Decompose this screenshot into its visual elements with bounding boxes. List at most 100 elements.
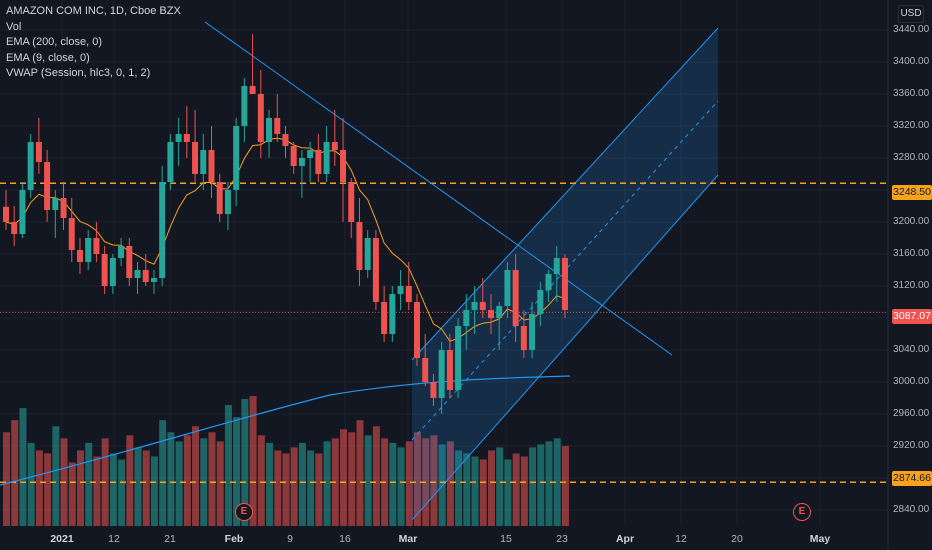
volume-bar bbox=[134, 447, 142, 526]
volume-bar bbox=[356, 420, 364, 526]
legend-ema200[interactable]: EMA (200, close, 0) bbox=[6, 36, 102, 48]
downtrend-line bbox=[204, 21, 673, 356]
candle-body bbox=[44, 162, 51, 210]
candle-body bbox=[101, 254, 108, 286]
candle-body bbox=[315, 150, 322, 174]
candle-body bbox=[553, 258, 560, 274]
candle-body bbox=[479, 302, 486, 310]
volume-bar bbox=[487, 450, 495, 526]
price-tick-label: 2840.00 bbox=[893, 504, 930, 515]
volume-bar bbox=[340, 429, 348, 526]
candle-body bbox=[76, 250, 83, 262]
candle-body bbox=[529, 314, 536, 350]
candle-body bbox=[200, 150, 207, 174]
candle-body bbox=[487, 310, 494, 318]
volume-bar bbox=[27, 442, 35, 526]
candle-body bbox=[118, 246, 125, 258]
volume-bar bbox=[93, 456, 101, 526]
candle-body bbox=[109, 258, 116, 286]
candle-body bbox=[561, 258, 568, 310]
currency-button[interactable]: USD bbox=[898, 5, 924, 23]
volume-bar bbox=[397, 447, 405, 526]
candle-body bbox=[438, 350, 445, 398]
candle-body bbox=[266, 118, 273, 142]
candle-body bbox=[241, 86, 248, 126]
candle-body bbox=[414, 302, 420, 358]
time-tick-label: Feb bbox=[224, 533, 244, 545]
volume-bar bbox=[455, 450, 463, 526]
candle-body bbox=[19, 190, 26, 234]
price-tick-label: 3400.00 bbox=[893, 56, 930, 67]
candle-body bbox=[257, 94, 264, 142]
volume-bar bbox=[405, 441, 413, 526]
candle-body bbox=[85, 238, 92, 262]
volume-bar bbox=[109, 453, 117, 526]
candle-body bbox=[249, 86, 256, 94]
legend-vol[interactable]: Vol bbox=[6, 20, 22, 33]
legend-ema9[interactable]: EMA (9, close, 0) bbox=[6, 51, 90, 64]
price-tick-label: 3440.00 bbox=[893, 24, 930, 35]
volume-bar bbox=[504, 459, 512, 526]
volume-bar bbox=[35, 450, 43, 526]
volume-bar bbox=[438, 444, 446, 526]
candle-body bbox=[142, 270, 149, 282]
candle-body bbox=[422, 358, 429, 382]
volume-bar bbox=[512, 453, 520, 526]
earnings-badge[interactable]: E bbox=[235, 503, 253, 521]
volume-bar bbox=[249, 396, 257, 526]
time-tick-label: 23 bbox=[556, 533, 568, 545]
candle-body bbox=[307, 150, 314, 158]
time-tick-label: 9 bbox=[287, 533, 293, 545]
time-tick-label: 21 bbox=[164, 533, 176, 545]
candle-body bbox=[389, 294, 396, 334]
earnings-badge-upcoming[interactable]: E bbox=[793, 503, 811, 521]
candle-body bbox=[537, 290, 544, 314]
time-tick-label: May bbox=[809, 533, 831, 545]
price-tick-label: 3120.00 bbox=[893, 280, 930, 291]
volume-bar bbox=[479, 459, 487, 526]
candle-body bbox=[512, 270, 519, 326]
volume-bar bbox=[216, 441, 224, 526]
candle-body bbox=[274, 118, 281, 134]
candle-body bbox=[372, 238, 379, 302]
candle-body bbox=[520, 326, 527, 350]
candle-body bbox=[471, 302, 478, 310]
candle-body bbox=[60, 198, 67, 218]
volume-bar bbox=[372, 426, 380, 526]
volume-bar bbox=[183, 435, 191, 526]
candle-body bbox=[290, 146, 297, 166]
candle-body bbox=[192, 142, 199, 174]
legend-vwap[interactable]: VWAP (Session, hlc3, 0, 1, 2) bbox=[6, 67, 151, 79]
ema-200-line bbox=[0, 375, 571, 486]
candle-body bbox=[175, 134, 182, 142]
level-tag-lower: 2874.66 bbox=[892, 471, 932, 486]
volume-bar bbox=[85, 442, 93, 526]
legend-title[interactable]: AMAZON COM INC, 1D, Cboe BZX bbox=[6, 5, 181, 17]
candle-body bbox=[68, 218, 75, 250]
time-tick-label: Mar bbox=[398, 533, 418, 545]
volume-bar bbox=[323, 441, 331, 526]
channel-upper-line bbox=[411, 27, 719, 361]
volume-bar bbox=[150, 456, 158, 526]
candle-body bbox=[167, 142, 174, 182]
candle-body bbox=[348, 182, 355, 222]
channel-lower-line bbox=[411, 174, 719, 521]
price-tick-label: 3000.00 bbox=[893, 376, 930, 387]
volume-bar bbox=[118, 459, 126, 526]
volume-bar bbox=[545, 441, 553, 526]
volume-bar bbox=[68, 462, 76, 526]
candle-body bbox=[405, 286, 412, 302]
candle-body bbox=[150, 278, 157, 282]
time-tick-label: 15 bbox=[500, 533, 512, 545]
candle-body bbox=[397, 286, 404, 294]
candlestick-series bbox=[3, 34, 568, 414]
volume-bar bbox=[142, 450, 150, 526]
candle-body bbox=[11, 222, 18, 234]
volume-bar bbox=[159, 420, 167, 526]
candle-body bbox=[93, 238, 100, 254]
volume-bar bbox=[282, 453, 290, 526]
candle-body bbox=[430, 382, 437, 398]
price-tick-label: 3160.00 bbox=[893, 248, 930, 259]
volume-bar bbox=[496, 447, 504, 526]
